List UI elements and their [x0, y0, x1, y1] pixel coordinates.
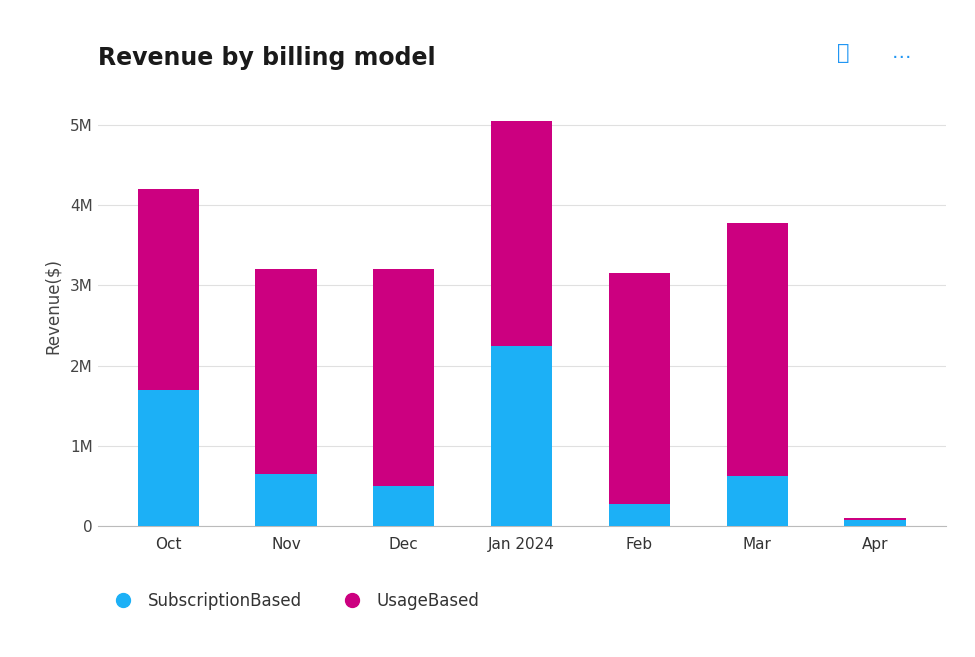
Bar	[726, 476, 788, 526]
Bar	[137, 189, 199, 390]
Bar	[491, 122, 552, 346]
Bar	[844, 518, 906, 520]
Bar	[608, 273, 670, 504]
Bar	[255, 269, 317, 474]
Legend: SubscriptionBased, UsageBased: SubscriptionBased, UsageBased	[106, 592, 480, 610]
Bar	[844, 520, 906, 526]
Bar	[608, 504, 670, 526]
Bar	[137, 390, 199, 526]
Bar	[255, 474, 317, 526]
Bar	[373, 269, 435, 486]
Bar	[726, 223, 788, 476]
Y-axis label: Revenue($): Revenue($)	[44, 258, 61, 353]
Text: …: …	[892, 43, 912, 62]
Text: ⓘ: ⓘ	[838, 43, 849, 62]
Text: Revenue by billing model: Revenue by billing model	[98, 45, 435, 70]
Bar	[373, 486, 435, 526]
Bar	[491, 346, 552, 526]
